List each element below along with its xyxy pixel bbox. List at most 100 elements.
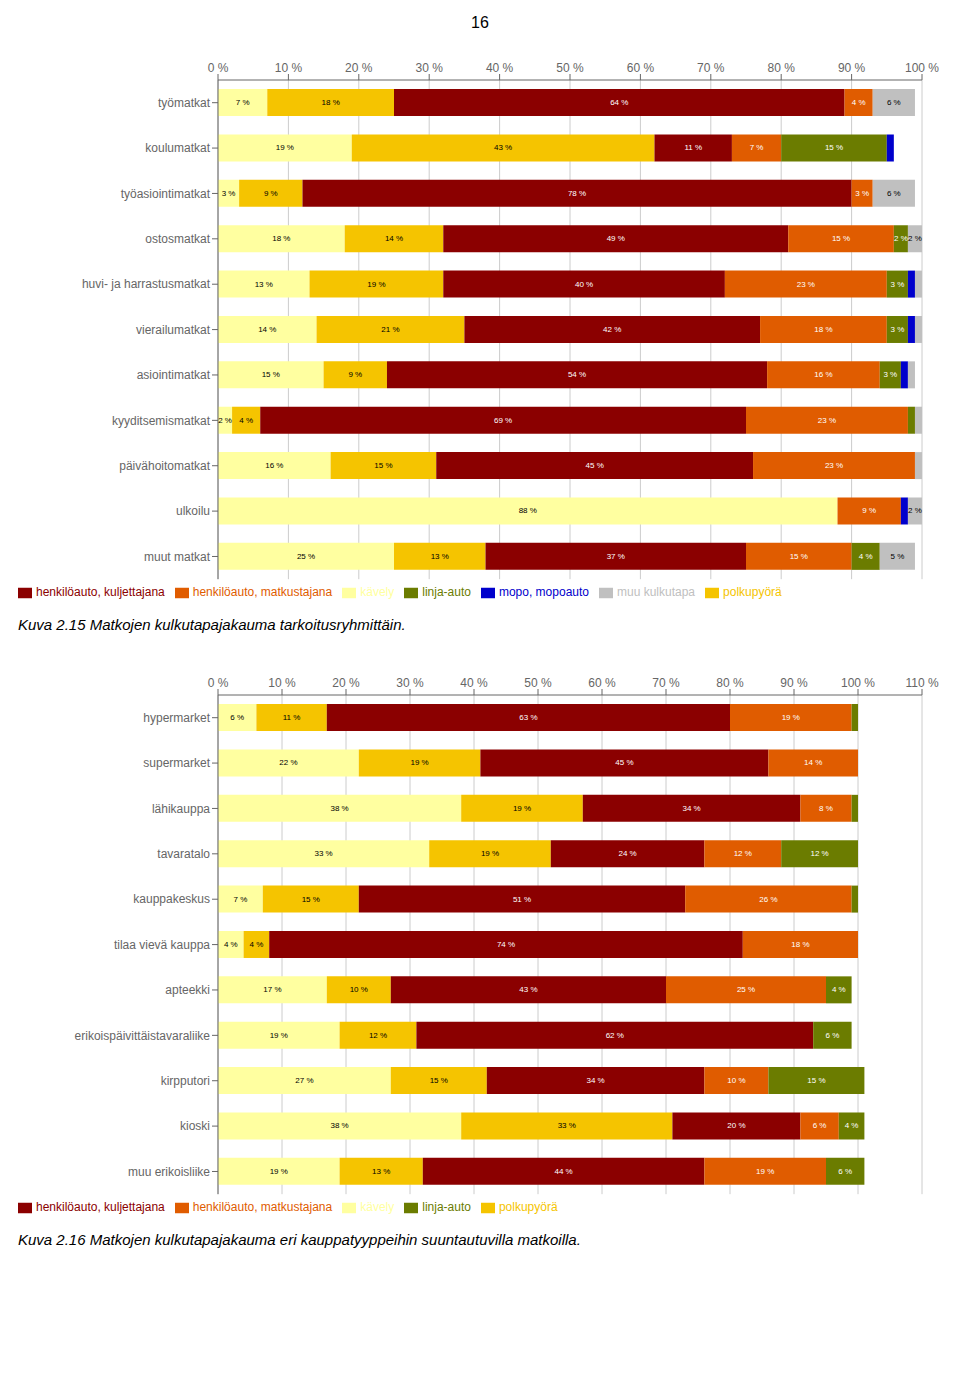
svg-text:3 %: 3 %: [890, 325, 904, 334]
svg-text:42 %: 42 %: [603, 325, 621, 334]
svg-text:18 %: 18 %: [272, 234, 290, 243]
svg-text:14 %: 14 %: [804, 758, 822, 767]
svg-text:10 %: 10 %: [727, 1076, 745, 1085]
svg-text:19 %: 19 %: [367, 280, 385, 289]
svg-text:13 %: 13 %: [372, 1167, 390, 1176]
svg-text:62 %: 62 %: [606, 1031, 624, 1040]
svg-text:14 %: 14 %: [258, 325, 276, 334]
svg-text:19 %: 19 %: [276, 143, 294, 152]
svg-text:6 %: 6 %: [230, 713, 244, 722]
svg-text:19 %: 19 %: [756, 1167, 774, 1176]
svg-text:45 %: 45 %: [586, 461, 604, 470]
svg-text:45 %: 45 %: [615, 758, 633, 767]
svg-text:6 %: 6 %: [838, 1167, 852, 1176]
svg-text:3 %: 3 %: [883, 370, 897, 379]
svg-text:40 %: 40 %: [486, 61, 514, 75]
svg-text:63 %: 63 %: [519, 713, 537, 722]
svg-text:9 %: 9 %: [264, 189, 278, 198]
svg-text:60 %: 60 %: [627, 61, 655, 75]
svg-text:4 %: 4 %: [239, 416, 253, 425]
svg-text:51 %: 51 %: [513, 895, 531, 904]
svg-text:90 %: 90 %: [838, 61, 866, 75]
svg-text:40 %: 40 %: [575, 280, 593, 289]
svg-text:25 %: 25 %: [297, 552, 315, 561]
svg-text:19 %: 19 %: [270, 1167, 288, 1176]
svg-text:18 %: 18 %: [322, 98, 340, 107]
svg-text:44 %: 44 %: [554, 1167, 572, 1176]
svg-text:hypermarket: hypermarket: [143, 711, 210, 725]
svg-text:16 %: 16 %: [814, 370, 832, 379]
svg-text:100 %: 100 %: [841, 676, 875, 690]
svg-text:20 %: 20 %: [345, 61, 373, 75]
svg-text:11 %: 11 %: [283, 713, 301, 722]
svg-text:6 %: 6 %: [887, 189, 901, 198]
svg-text:7 %: 7 %: [750, 143, 764, 152]
svg-text:33 %: 33 %: [558, 1121, 576, 1130]
svg-text:11 %: 11 %: [684, 143, 702, 152]
svg-text:13 %: 13 %: [255, 280, 273, 289]
svg-text:kauppakeskus: kauppakeskus: [133, 892, 210, 906]
svg-text:21 %: 21 %: [381, 325, 399, 334]
svg-text:0 %: 0 %: [208, 61, 229, 75]
svg-text:100 %: 100 %: [905, 61, 939, 75]
svg-text:ulkoilu: ulkoilu: [176, 504, 210, 518]
svg-text:15 %: 15 %: [374, 461, 392, 470]
svg-text:supermarket: supermarket: [143, 756, 210, 770]
svg-text:9 %: 9 %: [862, 506, 876, 515]
svg-text:3 %: 3 %: [222, 189, 236, 198]
svg-text:tilaa vievä kauppa: tilaa vievä kauppa: [114, 938, 210, 952]
svg-text:38 %: 38 %: [330, 804, 348, 813]
svg-text:33 %: 33 %: [314, 849, 332, 858]
svg-text:19 %: 19 %: [782, 713, 800, 722]
svg-text:asiointimatkat: asiointimatkat: [137, 368, 211, 382]
svg-text:90 %: 90 %: [780, 676, 808, 690]
svg-text:34 %: 34 %: [682, 804, 700, 813]
svg-text:15 %: 15 %: [807, 1076, 825, 1085]
svg-text:muu erikoisliike: muu erikoisliike: [128, 1165, 210, 1179]
svg-text:43 %: 43 %: [494, 143, 512, 152]
svg-text:12 %: 12 %: [810, 849, 828, 858]
svg-text:4 %: 4 %: [832, 985, 846, 994]
svg-text:15 %: 15 %: [302, 895, 320, 904]
svg-text:15 %: 15 %: [825, 143, 843, 152]
svg-text:50 %: 50 %: [556, 61, 584, 75]
svg-text:25 %: 25 %: [737, 985, 755, 994]
svg-text:23 %: 23 %: [818, 416, 836, 425]
svg-text:80 %: 80 %: [716, 676, 744, 690]
svg-text:työasiointimatkat: työasiointimatkat: [121, 187, 211, 201]
svg-text:5 %: 5 %: [890, 552, 904, 561]
svg-text:88 %: 88 %: [519, 506, 537, 515]
svg-text:muut matkat: muut matkat: [144, 550, 211, 564]
svg-text:18 %: 18 %: [814, 325, 832, 334]
svg-text:43 %: 43 %: [519, 985, 537, 994]
svg-text:24 %: 24 %: [618, 849, 636, 858]
svg-text:kioski: kioski: [180, 1119, 210, 1133]
svg-text:vierailumatkat: vierailumatkat: [136, 323, 211, 337]
svg-text:15 %: 15 %: [430, 1076, 448, 1085]
svg-text:23 %: 23 %: [797, 280, 815, 289]
svg-text:15 %: 15 %: [832, 234, 850, 243]
svg-text:54 %: 54 %: [568, 370, 586, 379]
svg-text:6 %: 6 %: [826, 1031, 840, 1040]
svg-text:lähikauppa: lähikauppa: [152, 802, 210, 816]
svg-text:päivähoitomatkat: päivähoitomatkat: [119, 459, 210, 473]
svg-text:80 %: 80 %: [768, 61, 796, 75]
svg-text:13 %: 13 %: [431, 552, 449, 561]
svg-text:apteekki: apteekki: [165, 983, 210, 997]
svg-text:19 %: 19 %: [513, 804, 531, 813]
svg-text:2 %: 2 %: [894, 234, 908, 243]
svg-text:74 %: 74 %: [497, 940, 515, 949]
svg-text:70 %: 70 %: [652, 676, 680, 690]
svg-text:4 %: 4 %: [224, 940, 238, 949]
svg-text:kyyditsemismatkat: kyyditsemismatkat: [112, 414, 211, 428]
svg-text:työmatkat: työmatkat: [158, 96, 211, 110]
svg-text:8 %: 8 %: [819, 804, 833, 813]
svg-text:0 %: 0 %: [208, 676, 229, 690]
svg-text:4 %: 4 %: [250, 940, 264, 949]
svg-text:9 %: 9 %: [348, 370, 362, 379]
svg-text:3 %: 3 %: [890, 280, 904, 289]
svg-text:ostosmatkat: ostosmatkat: [145, 232, 210, 246]
svg-text:7 %: 7 %: [234, 895, 248, 904]
svg-text:78 %: 78 %: [568, 189, 586, 198]
svg-text:16 %: 16 %: [265, 461, 283, 470]
